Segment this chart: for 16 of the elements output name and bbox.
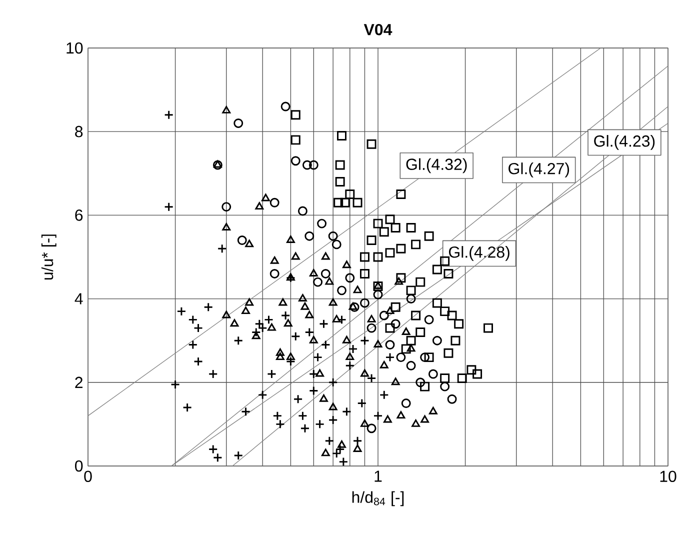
series-label: Gl.(4.28) — [448, 246, 510, 261]
y-tick-label: 6 — [75, 210, 83, 221]
series-label: Gl.(4.23) — [594, 135, 655, 150]
series-label: Gl.(4.32) — [406, 158, 467, 174]
y-tick-label: 8 — [75, 126, 83, 138]
x-tick-label: 10 — [660, 470, 676, 482]
y-tick-label: 0 — [75, 460, 83, 472]
y-tick-label: 4 — [74, 293, 83, 304]
x-tick-label: 1 — [374, 470, 382, 482]
y-tick-label: 2 — [75, 376, 82, 388]
x-tick-label: 0 — [84, 470, 92, 482]
x-axis-title: h/d$_{84}$ [-] — [352, 491, 404, 506]
series-label: Gl.(4.27) — [508, 162, 569, 178]
chart-title: V04 — [364, 24, 392, 36]
y-axis-title: u/u* [-] — [41, 234, 56, 280]
y-tick-label: 10 — [66, 42, 83, 54]
